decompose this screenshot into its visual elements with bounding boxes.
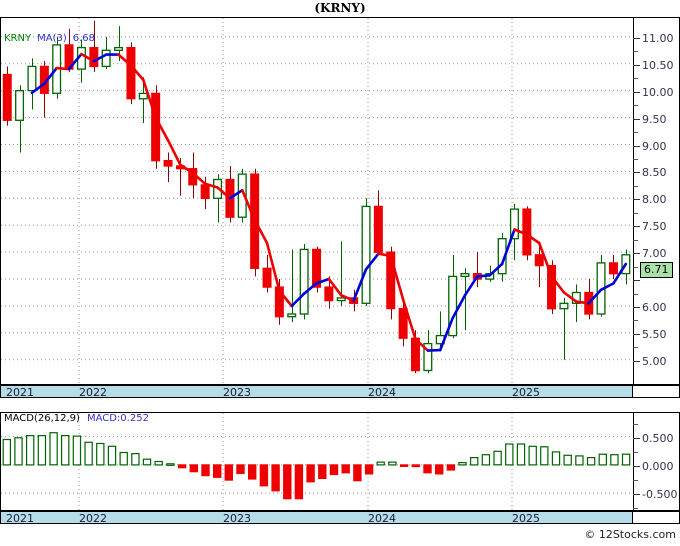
macd-y-axis: 0.500 0.000 -0.500 (633, 412, 680, 511)
macd-x-axis-band: 2021 2022 2023 2024 2025 (0, 511, 633, 525)
macd-tick (633, 437, 640, 439)
legend-symbol: KRNY (4, 33, 32, 44)
x-axis-label: 2025 (512, 512, 540, 525)
price-candlestick-plot (1, 18, 632, 384)
price-tick (633, 280, 640, 281)
price-legend: KRNY MA(3) 6.68 (4, 34, 95, 44)
price-y-axis: 11.00 10.50 10.00 9.50 9.00 8.50 8.00 7.50 7.00 6… (633, 17, 680, 385)
macd-minor-tick (633, 423, 638, 425)
price-minor-tick (633, 51, 638, 53)
macd-histogram-plot (1, 413, 632, 510)
macd-legend-name: MACD(26,12,9) (4, 413, 80, 424)
x-axis-label: 2024 (368, 386, 396, 399)
macd-minor-tick (633, 451, 638, 453)
x-axis-label: 2022 (79, 512, 107, 525)
price-minor-tick (633, 158, 638, 160)
macd-legend-value: MACD:0.252 (86, 413, 149, 424)
price-minor-tick (633, 320, 638, 322)
price-tick-label: 11.00 (642, 31, 674, 45)
macd-axis-spine (633, 413, 634, 510)
price-x-axis-band: 2021 2022 2023 2024 2025 (0, 385, 633, 399)
macd-tick-label: -0.500 (642, 488, 678, 502)
price-tick-label: 8.00 (642, 193, 667, 207)
price-axis-spine (633, 18, 634, 384)
price-tick-label: 9.50 (642, 112, 667, 126)
price-tick-label: 9.00 (642, 139, 667, 153)
price-tick (633, 333, 640, 335)
price-tick-label: 8.50 (642, 166, 667, 180)
price-tick-label: 5.00 (642, 354, 667, 368)
macd-minor-tick (633, 480, 638, 481)
price-minor-tick (633, 239, 638, 241)
page-title: (KRNY) (314, 1, 366, 15)
copyright-notice: © 12Stocks.com (584, 528, 676, 541)
price-minor-tick (633, 78, 638, 80)
price-tick (633, 91, 640, 93)
macd-x-axis-cap (633, 511, 680, 524)
price-x-axis-cap (633, 385, 680, 398)
macd-chart-panel: MACD(26,12,9) MACD:0.252 (0, 412, 633, 511)
price-minor-tick (633, 212, 638, 214)
price-tick (633, 253, 640, 255)
price-tick-label: 10.50 (642, 58, 674, 72)
price-minor-tick (633, 347, 638, 349)
price-tick (633, 37, 640, 39)
price-minor-tick (633, 266, 638, 268)
price-chart-panel: KRNY MA(3) 6.68 (0, 17, 633, 385)
price-tick (633, 145, 640, 147)
x-axis-label: 2021 (6, 512, 34, 525)
x-axis-label: 2023 (223, 512, 251, 525)
x-axis-label: 2022 (79, 386, 107, 399)
price-tick (633, 226, 640, 228)
price-tick (633, 307, 640, 308)
price-tick (633, 118, 640, 120)
x-axis-label: 2025 (512, 386, 540, 399)
x-axis-label: 2023 (223, 386, 251, 399)
macd-tick (633, 465, 640, 467)
price-minor-tick (633, 185, 638, 187)
x-axis-label: 2024 (368, 512, 396, 525)
price-tick (633, 64, 640, 66)
price-tick (633, 360, 640, 362)
price-tick (633, 172, 640, 174)
macd-tick-label: 0.500 (642, 431, 674, 445)
price-tick-label: 6.00 (642, 301, 667, 314)
price-tick-label: 7.50 (642, 220, 667, 234)
current-price-badge: 6.71 (640, 261, 673, 278)
price-minor-tick (633, 293, 638, 295)
macd-legend: MACD(26,12,9) MACD:0.252 (4, 413, 149, 424)
price-tick-label: 7.00 (642, 247, 667, 261)
price-minor-tick (633, 132, 638, 133)
macd-minor-tick (633, 508, 638, 510)
price-tick-label: 5.50 (642, 327, 667, 341)
price-tick-label: 10.00 (642, 85, 674, 99)
macd-tick-label: 0.000 (642, 459, 674, 473)
macd-tick (633, 494, 640, 496)
legend-ma-value: 6.68 (72, 33, 96, 44)
price-minor-tick (633, 105, 638, 107)
legend-ma-label: MA(3) (37, 33, 67, 44)
price-tick (633, 199, 640, 201)
x-axis-label: 2021 (6, 386, 34, 399)
